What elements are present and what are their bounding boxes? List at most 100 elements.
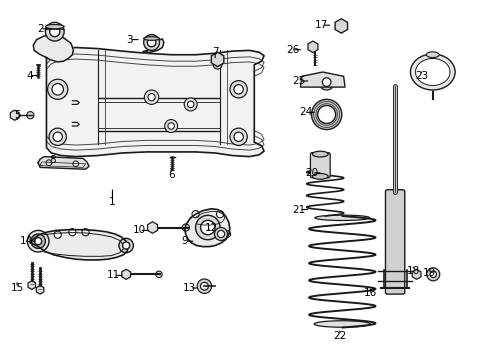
Ellipse shape — [213, 60, 222, 69]
Polygon shape — [300, 72, 345, 87]
Text: 16: 16 — [363, 288, 377, 298]
Ellipse shape — [409, 54, 454, 90]
Ellipse shape — [318, 74, 334, 90]
Ellipse shape — [53, 132, 62, 141]
Text: 8: 8 — [49, 155, 56, 165]
Ellipse shape — [312, 174, 327, 179]
Ellipse shape — [52, 84, 63, 95]
Polygon shape — [36, 285, 44, 294]
Text: 5: 5 — [14, 110, 20, 120]
Ellipse shape — [31, 234, 45, 248]
Polygon shape — [211, 52, 224, 67]
Ellipse shape — [122, 242, 129, 249]
Text: 20: 20 — [305, 168, 318, 178]
Ellipse shape — [167, 123, 174, 129]
Ellipse shape — [322, 78, 330, 86]
Text: 11: 11 — [106, 270, 120, 280]
Text: 19: 19 — [422, 268, 435, 278]
Ellipse shape — [35, 238, 41, 245]
Text: 26: 26 — [285, 45, 299, 55]
Text: 25: 25 — [292, 76, 305, 86]
Ellipse shape — [45, 24, 64, 29]
Polygon shape — [46, 48, 264, 157]
Ellipse shape — [195, 215, 220, 240]
Ellipse shape — [224, 231, 230, 237]
Ellipse shape — [229, 81, 247, 98]
Ellipse shape — [229, 128, 247, 145]
Text: 24: 24 — [298, 107, 312, 117]
Ellipse shape — [216, 211, 223, 218]
Text: 9: 9 — [181, 236, 188, 246]
Ellipse shape — [200, 282, 208, 290]
Text: 21: 21 — [292, 204, 305, 215]
Ellipse shape — [69, 229, 76, 236]
Ellipse shape — [233, 132, 243, 141]
Ellipse shape — [27, 230, 49, 252]
Ellipse shape — [204, 224, 211, 231]
Polygon shape — [307, 41, 317, 53]
Text: 7: 7 — [211, 47, 218, 57]
Ellipse shape — [148, 94, 155, 101]
Ellipse shape — [426, 52, 438, 58]
Polygon shape — [30, 230, 128, 260]
Text: 22: 22 — [332, 330, 346, 341]
Ellipse shape — [415, 58, 449, 85]
Text: 14: 14 — [20, 236, 34, 246]
Ellipse shape — [314, 215, 369, 220]
Ellipse shape — [311, 99, 341, 130]
Ellipse shape — [314, 321, 369, 327]
Polygon shape — [38, 157, 89, 169]
Ellipse shape — [27, 112, 34, 119]
Ellipse shape — [233, 85, 243, 94]
Polygon shape — [411, 269, 420, 279]
Ellipse shape — [217, 230, 224, 238]
Text: 4: 4 — [26, 71, 33, 81]
Ellipse shape — [192, 211, 199, 218]
Text: 3: 3 — [126, 35, 133, 45]
Text: 13: 13 — [183, 283, 196, 293]
Ellipse shape — [429, 271, 436, 278]
Text: 15: 15 — [10, 283, 24, 293]
Text: 10: 10 — [133, 225, 145, 235]
FancyBboxPatch shape — [310, 153, 329, 178]
Ellipse shape — [317, 105, 335, 123]
Ellipse shape — [143, 37, 159, 40]
Polygon shape — [28, 281, 36, 289]
Polygon shape — [122, 269, 130, 279]
Ellipse shape — [164, 120, 177, 132]
Ellipse shape — [144, 90, 159, 104]
Ellipse shape — [187, 101, 194, 108]
Ellipse shape — [182, 224, 189, 231]
Text: 18: 18 — [406, 266, 419, 276]
FancyBboxPatch shape — [385, 190, 404, 294]
Polygon shape — [184, 209, 229, 247]
Ellipse shape — [49, 128, 66, 145]
Ellipse shape — [337, 22, 344, 30]
Polygon shape — [334, 19, 347, 33]
Polygon shape — [147, 222, 157, 233]
Text: 12: 12 — [204, 222, 218, 233]
Ellipse shape — [45, 22, 64, 41]
Polygon shape — [10, 110, 19, 120]
Ellipse shape — [147, 38, 156, 47]
Ellipse shape — [312, 151, 327, 157]
Ellipse shape — [155, 271, 162, 278]
Ellipse shape — [47, 79, 68, 99]
Ellipse shape — [82, 229, 89, 236]
Ellipse shape — [426, 268, 439, 281]
Polygon shape — [142, 39, 163, 53]
Text: 1: 1 — [109, 197, 116, 207]
Ellipse shape — [200, 220, 215, 235]
Text: 2: 2 — [37, 24, 43, 34]
Ellipse shape — [55, 86, 61, 92]
Text: 23: 23 — [414, 71, 427, 81]
Text: 17: 17 — [314, 20, 328, 30]
Ellipse shape — [119, 238, 133, 253]
Ellipse shape — [54, 231, 61, 238]
Polygon shape — [33, 35, 73, 62]
Ellipse shape — [143, 35, 159, 50]
Ellipse shape — [50, 27, 60, 37]
Text: 6: 6 — [167, 170, 174, 180]
Ellipse shape — [184, 98, 197, 111]
Ellipse shape — [197, 279, 211, 293]
